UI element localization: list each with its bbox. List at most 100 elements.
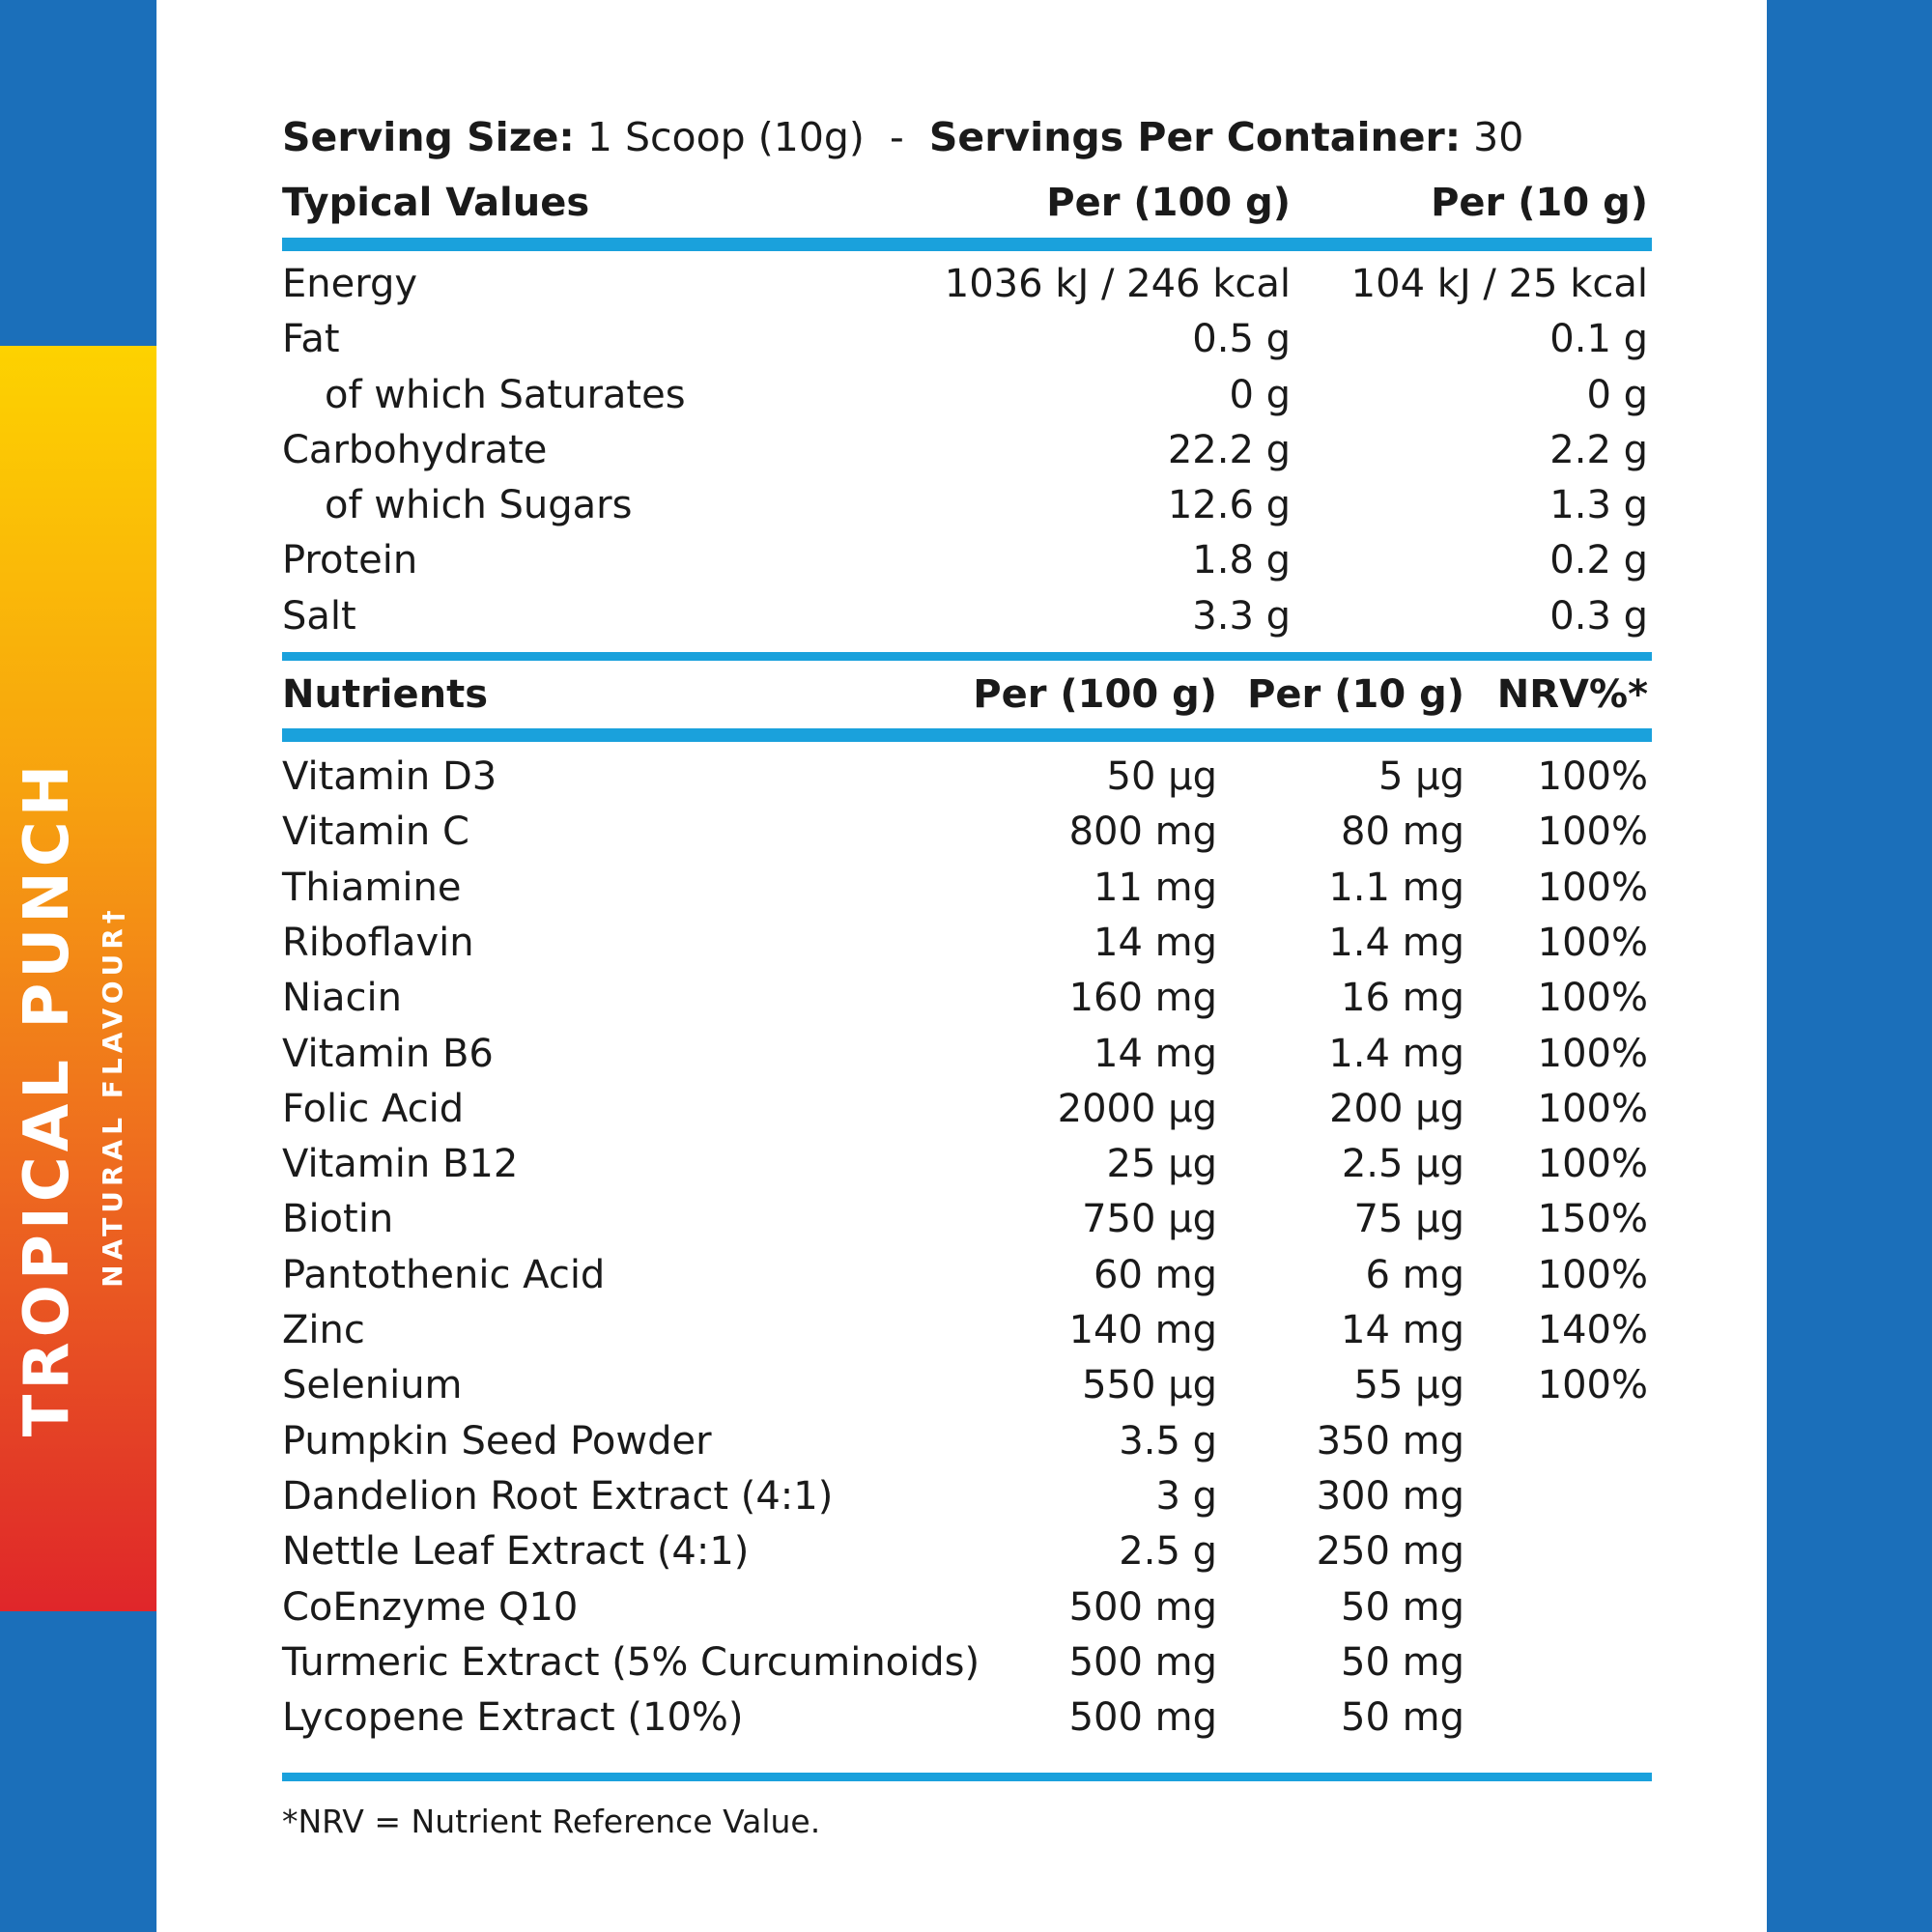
typical-row-per100: 3.3 g (1192, 593, 1291, 639)
nutrient-row-per100: 550 µg (1082, 1363, 1217, 1408)
nutrient-row-per100: 500 mg (1068, 1639, 1217, 1685)
nutrient-row-per10: 50 mg (1341, 1695, 1464, 1741)
typical-row-per10: 0.2 g (1549, 538, 1648, 583)
typical-row: Energy 1036 kJ / 246 kcal 104 kJ / 25 kcal (282, 257, 1652, 312)
typical-row: Salt 3.3 g 0.3 g (282, 589, 1652, 644)
nutrient-row-per10: 1.4 mg (1328, 920, 1464, 965)
nutrient-row-name: Selenium (282, 1363, 463, 1408)
typical-header-per10: Per (10 g) (1431, 181, 1648, 225)
nutrition-panel: Serving Size: 1 Scoop (10g) - Servings P… (282, 106, 1652, 1841)
nutrients-table: Vitamin D3 50 µg 5 µg 100% Vitamin C 800 mg 80… (282, 742, 1652, 1746)
typical-row-name: Fat (282, 317, 340, 362)
nutrient-row-per100: 25 µg (1106, 1142, 1217, 1187)
nutrient-row-per100: 50 µg (1106, 754, 1217, 800)
nutrient-row: Lycopene Extract (10%) 500 mg 50 mg (282, 1690, 1652, 1746)
typical-row-per10: 0.3 g (1549, 593, 1648, 639)
nutrient-row-per100: 14 mg (1094, 1031, 1217, 1076)
nutrient-row-per100: 500 mg (1068, 1695, 1217, 1741)
typical-header-name: Typical Values (282, 181, 590, 225)
typical-row-per100: 12.6 g (1167, 483, 1291, 528)
flavour-band: TROPICAL PUNCH NATURAL FLAVOUR† (0, 346, 156, 1611)
nutrient-row: Pantothenic Acid 60 mg 6 mg 100% (282, 1248, 1652, 1303)
nutrient-row-per10: 2.5 µg (1341, 1142, 1464, 1187)
nutrient-row-nrv: 100% (1537, 865, 1648, 910)
nutrient-row: Turmeric Extract (5% Curcuminoids) 500 mg… (282, 1635, 1652, 1690)
nutrient-row-per10: 1.4 mg (1328, 1031, 1464, 1076)
nutrient-row-per10: 80 mg (1341, 810, 1464, 855)
nutrient-row-name: Riboflavin (282, 920, 474, 965)
typical-header-per100: Per (100 g) (1046, 181, 1291, 225)
nutrient-row-per100: 800 mg (1068, 810, 1217, 855)
nutrient-row: Vitamin B6 14 mg 1.4 mg 100% (282, 1027, 1652, 1082)
typical-row-name: of which Saturates (325, 372, 686, 417)
nutrient-row-per100: 160 mg (1068, 976, 1217, 1021)
serving-size-label: Serving Size: (282, 114, 575, 160)
nutrient-row-nrv: 100% (1537, 1031, 1648, 1076)
typical-header: Typical Values Per (100 g) Per (10 g) (282, 168, 1652, 238)
typical-row-per100: 1036 kJ / 246 kcal (944, 262, 1291, 306)
nutrient-row-per100: 14 mg (1094, 920, 1217, 965)
nutrient-row: Riboflavin 14 mg 1.4 mg 100% (282, 916, 1652, 971)
nutrient-row-name: Zinc (282, 1308, 365, 1353)
typical-row: Fat 0.5 g 0.1 g (282, 312, 1652, 367)
nutrient-row-per10: 16 mg (1341, 976, 1464, 1021)
typical-row-per10: 2.2 g (1549, 427, 1648, 472)
flavour-subtitle: NATURAL FLAVOUR† (97, 905, 128, 1288)
nrv-footnote: *NRV = Nutrient Reference Value. (282, 1803, 821, 1841)
typical-row-per100: 0.5 g (1192, 317, 1291, 362)
nutrient-row: Pumpkin Seed Powder 3.5 g 350 mg (282, 1414, 1652, 1469)
typical-header-rule (282, 238, 1652, 251)
typical-row-per100: 1.8 g (1192, 538, 1291, 583)
nutrient-row-name: Niacin (282, 976, 403, 1021)
typical-row: Carbohydrate 22.2 g 2.2 g (282, 423, 1652, 478)
nutrient-row-nrv: 100% (1537, 1252, 1648, 1297)
nutrient-row-name: Lycopene Extract (10%) (282, 1695, 744, 1741)
nutrient-row-name: Thiamine (282, 865, 462, 910)
nutrient-row-per10: 1.1 mg (1328, 865, 1464, 910)
nutrient-row-name: Vitamin B6 (282, 1031, 494, 1076)
nutrient-row: Vitamin D3 50 µg 5 µg 100% (282, 750, 1652, 805)
nutrient-row-per10: 55 µg (1353, 1363, 1464, 1408)
nutrient-row-name: Folic Acid (282, 1086, 465, 1131)
nutrient-row-per100: 2.5 g (1119, 1529, 1217, 1575)
nutrients-header-per100: Per (100 g) (973, 672, 1217, 718)
nutrient-row-per10: 75 µg (1353, 1197, 1464, 1242)
nutrient-row: Vitamin C 800 mg 80 mg 100% (282, 805, 1652, 860)
flavour-name: TROPICAL PUNCH (12, 759, 83, 1437)
servings-per-container-label: Servings Per Container: (928, 114, 1462, 160)
nutrient-row-per10: 50 mg (1341, 1584, 1464, 1630)
serving-size-value: 1 Scoop (10g) - (574, 114, 929, 160)
nutrient-row-nrv: 100% (1537, 1086, 1648, 1131)
nutrient-row-per10: 350 mg (1316, 1418, 1464, 1463)
nutrient-row: Zinc 140 mg 14 mg 140% (282, 1303, 1652, 1358)
nutrient-row-nrv: 100% (1537, 976, 1648, 1021)
nutrient-row-name: Biotin (282, 1197, 394, 1242)
nutrient-row-per10: 6 mg (1365, 1252, 1464, 1297)
nutrient-row: Selenium 550 µg 55 µg 100% (282, 1358, 1652, 1413)
nutrient-row-nrv: 100% (1537, 1142, 1648, 1187)
typical-row-per100: 0 g (1229, 372, 1291, 417)
nutrient-row-per10: 200 µg (1329, 1086, 1464, 1131)
serving-line: Serving Size: 1 Scoop (10g) - Servings P… (282, 106, 1652, 168)
nutrient-row-per10: 50 mg (1341, 1639, 1464, 1685)
nutrient-row: Niacin 160 mg 16 mg 100% (282, 971, 1652, 1026)
nutrients-header-nrv: NRV%* (1496, 672, 1648, 718)
nutrient-row-name: Vitamin B12 (282, 1142, 519, 1187)
typical-row-name: Protein (282, 538, 418, 583)
nutrient-row-name: Pantothenic Acid (282, 1252, 606, 1297)
nutrient-row: Dandelion Root Extract (4:1) 3 g 300 mg (282, 1469, 1652, 1524)
typical-row: of which Sugars 12.6 g 1.3 g (282, 478, 1652, 533)
nutrient-row-per100: 60 mg (1094, 1252, 1217, 1297)
nutrient-row-name: Turmeric Extract (5% Curcuminoids) (282, 1639, 980, 1685)
nutrient-row-per100: 3.5 g (1119, 1418, 1217, 1463)
nutrient-row-name: Vitamin C (282, 810, 469, 855)
nutrients-header: Nutrients Per (100 g) Per (10 g) NRV%* (282, 661, 1652, 724)
nutrient-row: Folic Acid 2000 µg 200 µg 100% (282, 1082, 1652, 1137)
nutrient-row: Nettle Leaf Extract (4:1) 2.5 g 250 mg (282, 1524, 1652, 1579)
typical-row-name: Energy (282, 262, 418, 306)
typical-row-per10: 0.1 g (1549, 317, 1648, 362)
typical-row-per10: 1.3 g (1549, 483, 1648, 528)
nutrient-row-name: Nettle Leaf Extract (4:1) (282, 1529, 750, 1575)
typical-row-per10: 104 kJ / 25 kcal (1350, 262, 1648, 306)
nutrient-row: Thiamine 11 mg 1.1 mg 100% (282, 861, 1652, 916)
